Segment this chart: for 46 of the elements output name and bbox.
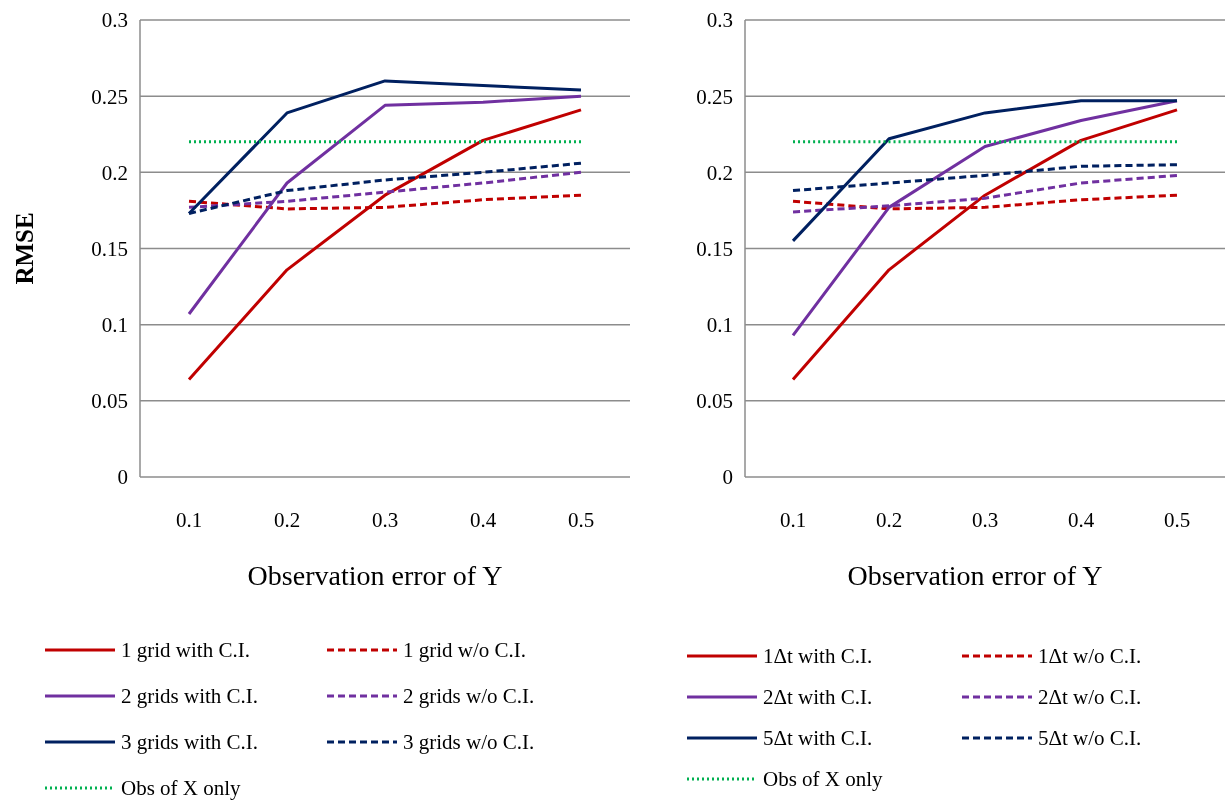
y-tick-label: 0.05: [91, 389, 128, 414]
x-tick-label: 0.3: [371, 508, 399, 532]
line-series: [187, 108, 583, 382]
y-tick-label: 0.1: [101, 313, 128, 338]
y-tick-label: 0.1: [706, 313, 733, 338]
legend-label: 1 grid w/o C.I.: [403, 638, 527, 663]
legend-label: Obs of X only: [763, 767, 884, 792]
y-tick-label: 0: [722, 465, 733, 490]
line-series: [791, 99, 1179, 243]
legend-label: 1 grid with C.I.: [121, 638, 250, 663]
x-tick-label: 0.5: [1163, 508, 1191, 532]
legend-label: 3 grids with C.I.: [121, 730, 259, 755]
x-tick-label: 0.1: [175, 508, 203, 532]
y-axis-title: RMSE: [11, 212, 38, 285]
x-tick-label: 0.4: [1067, 508, 1095, 532]
y-tick-label: 0.3: [706, 8, 733, 33]
legend-label: 1Δt w/o C.I.: [1038, 644, 1142, 669]
x-tick-label: 0.4: [469, 508, 497, 532]
y-tick-label: 0.3: [101, 8, 128, 33]
x-tick-label: 0.1: [779, 508, 807, 532]
y-tick-label: 0.25: [696, 84, 733, 109]
x-tick-label: 0.3: [971, 508, 999, 532]
y-tick-label: 0.05: [696, 389, 733, 414]
legend-label: 5Δt with C.I.: [763, 726, 873, 751]
legend-label: 2Δt with C.I.: [763, 685, 873, 710]
y-tick-label: 0.2: [101, 160, 128, 185]
legend-label: 3 grids w/o C.I.: [403, 730, 535, 755]
y-tick-label: 0.15: [696, 236, 733, 261]
y-tick-label: 0.25: [91, 84, 128, 109]
legend-label: 2 grids with C.I.: [121, 684, 259, 709]
x-tick-label: 0.5: [567, 508, 595, 532]
legend-label: 2Δt w/o C.I.: [1038, 685, 1142, 710]
legend-label: 1Δt with C.I.: [763, 644, 873, 669]
y-tick-label: 0.15: [91, 236, 128, 261]
line-series: [187, 94, 583, 316]
x-axis-title: Observation error of Y: [847, 560, 1103, 591]
x-tick-label: 0.2: [273, 508, 301, 532]
x-axis-title: Observation error of Y: [247, 560, 503, 591]
legend-label: 2 grids w/o C.I.: [403, 684, 535, 709]
y-tick-label: 0: [117, 465, 128, 490]
x-tick-label: 0.2: [875, 508, 903, 532]
legend-label: Obs of X only: [121, 776, 242, 801]
line-series: [791, 99, 1179, 337]
y-tick-label: 0.2: [706, 160, 733, 185]
line-series: [791, 108, 1179, 382]
legend-label: 5Δt w/o C.I.: [1038, 726, 1142, 751]
